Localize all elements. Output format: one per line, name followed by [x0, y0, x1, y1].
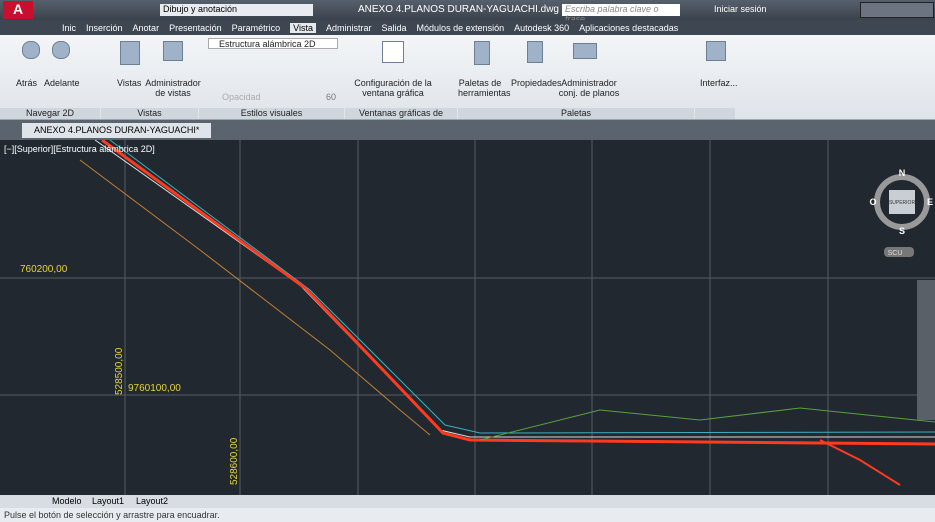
file-name: ANEXO 4.PLANOS DURAN-YAGUACHI.dwg [358, 4, 559, 15]
ribbon-tab[interactable]: Aplicaciones destacadas [579, 22, 679, 33]
contour [479, 407, 935, 441]
coordinate: 528600,00 [229, 437, 240, 485]
panel-label: Vistas [101, 108, 198, 119]
model-space: [−][Superior][Estructura alámbrica 2D] 7… [0, 140, 935, 495]
label: Opacidad [222, 92, 261, 102]
icon [527, 41, 543, 63]
button[interactable]: Administrador de vistas [145, 78, 201, 98]
ribbon-tab[interactable]: Módulos de extensión [416, 22, 505, 33]
icon [52, 41, 70, 59]
button[interactable]: Propiedades [511, 78, 562, 88]
button[interactable]: Configuración de la ventana gráfica [354, 78, 432, 98]
contour [79, 159, 431, 436]
title-bar: A Dibujo y anotación ANEXO 4.PLANOS DURA… [0, 0, 935, 24]
panel-label [695, 108, 735, 119]
search-box[interactable]: Escriba palabra clave o frase [562, 4, 680, 24]
layout-tab[interactable]: Modelo [52, 496, 82, 506]
button[interactable]: Paletas de herramientas [458, 78, 511, 98]
road-edge [109, 140, 935, 434]
icon [120, 41, 140, 65]
visual-style-select[interactable]: Estructura alámbrica 2D [208, 38, 338, 49]
viewport-label[interactable]: [−][Superior][Estructura alámbrica 2D] [4, 144, 155, 154]
ribbon-tab[interactable]: Paramétrico [231, 22, 281, 33]
button[interactable]: Adelante [44, 78, 80, 88]
coordinate: 528500,00 [114, 347, 125, 395]
cube-face[interactable] [889, 190, 915, 214]
sign-in[interactable]: Iniciar sesión [714, 4, 767, 14]
compass-w: O [869, 197, 876, 207]
layout-tab[interactable]: Layout1 [92, 496, 125, 506]
ribbon-tab[interactable]: Autodesk 360 [514, 22, 570, 33]
ribbon-tab[interactable]: Vista [290, 22, 316, 33]
button[interactable]: Interfaz... [700, 78, 738, 88]
document-tabs: ANEXO 4.PLANOS DURAN-YAGUACHI* [0, 120, 935, 140]
layout-tabs: Modelo Layout1 Layout2 [0, 495, 935, 508]
panel-label: Ventanas gráficas de modelo [345, 108, 457, 129]
compass-n: N [899, 168, 906, 178]
icon [474, 41, 490, 65]
ribbon-tab[interactable]: Administrar [326, 22, 372, 33]
ribbon-tab[interactable]: Presentación [169, 22, 222, 33]
command-line: Pulse el botón de selección y arrastre p… [0, 508, 935, 522]
ribbon-tab[interactable]: Salida [381, 22, 407, 33]
app-button[interactable]: A [3, 1, 33, 19]
coordinate: 760200,00 [20, 264, 68, 275]
button[interactable]: Atrás [16, 78, 38, 88]
icon [382, 41, 404, 63]
window-controls[interactable] [860, 2, 934, 18]
grid [0, 140, 935, 495]
compass-e: E [927, 197, 933, 207]
icon [706, 41, 726, 61]
ucs-menu[interactable] [884, 247, 914, 257]
road-edge [94, 140, 935, 438]
ribbon-tab[interactable]: Anotar [132, 22, 160, 33]
icon [22, 41, 40, 59]
compass-ring [874, 174, 930, 230]
ucs-label: SCU [888, 250, 903, 257]
button[interactable]: Administrador conj. de planos [558, 78, 620, 98]
road-axis [101, 140, 935, 446]
document-tab[interactable]: ANEXO 4.PLANOS DURAN-YAGUACHI* [22, 123, 212, 138]
icon [163, 41, 183, 61]
ribbon-tabs: Inic Inserción Anotar Presentación Paramétri… [0, 20, 935, 35]
road-axis [819, 439, 901, 486]
navigation-bar[interactable] [917, 280, 935, 420]
ribbon-tab[interactable]: Inic [62, 22, 77, 33]
ribbon-tab[interactable]: Inserción [86, 22, 123, 33]
panel-label: Paletas [458, 108, 694, 119]
button[interactable]: Vistas [117, 78, 142, 88]
layout-tab[interactable]: Layout2 [136, 496, 169, 506]
value: 60 [326, 92, 337, 102]
panel-label: Navegar 2D [0, 108, 100, 119]
workspace-select[interactable]: Dibujo y anotación [160, 4, 313, 16]
compass-s: S [899, 226, 905, 236]
viewcube[interactable]: SUPERIOR N S E O SCU [869, 168, 933, 257]
coordinate: 9760100,00 [128, 383, 181, 394]
ribbon: Atrás Adelante Vistas Administrador de v… [0, 35, 935, 129]
panel-label[interactable]: Estilos visuales [199, 108, 344, 119]
icon [573, 43, 597, 59]
cube-label: SUPERIOR [889, 200, 916, 206]
